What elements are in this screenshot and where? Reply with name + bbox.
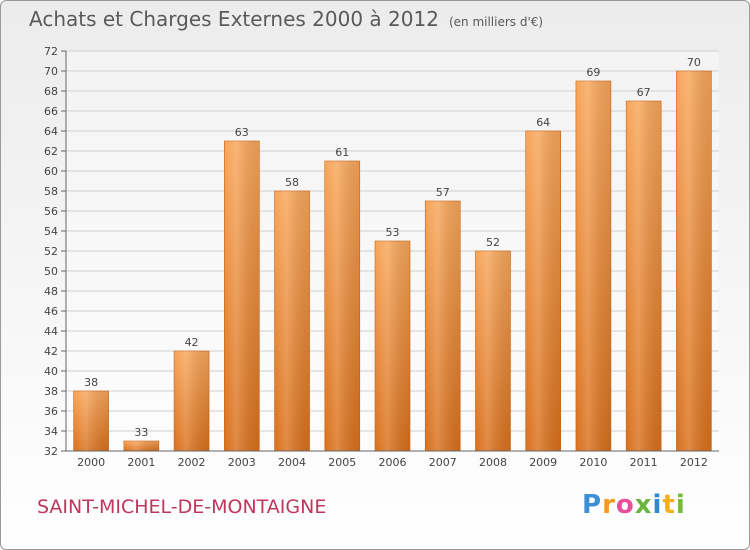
title-text: Achats et Charges Externes 2000 à 2012: [29, 7, 439, 31]
value-label: 42: [185, 336, 199, 349]
x-tick-label: 2011: [630, 456, 658, 469]
x-tick-label: 2012: [680, 456, 708, 469]
unit-label: (en milliers d'€): [448, 15, 544, 29]
y-tick-label: 72: [44, 45, 58, 58]
value-label: 53: [386, 226, 400, 239]
y-tick-label: 62: [44, 145, 58, 158]
bar-shine: [676, 71, 712, 451]
value-label: 52: [486, 236, 500, 249]
bar-shine: [475, 251, 511, 451]
bar-shine: [174, 351, 210, 451]
bar-shine: [525, 131, 561, 451]
y-tick-label: 46: [44, 305, 58, 318]
y-tick-label: 64: [44, 125, 58, 138]
x-tick-label: 2004: [278, 456, 306, 469]
x-tick-label: 2003: [228, 456, 256, 469]
bar-shine: [73, 391, 109, 451]
value-label: 64: [536, 116, 550, 129]
y-tick-label: 58: [44, 185, 58, 198]
bar-shine: [425, 201, 461, 451]
y-tick-label: 38: [44, 385, 58, 398]
logo-letter: o: [615, 490, 635, 520]
value-label: 67: [637, 86, 651, 99]
chart-title: Achats et Charges Externes 2000 à 2012 (e…: [29, 7, 543, 31]
value-label: 70: [687, 56, 701, 69]
logo-letter: r: [602, 490, 616, 520]
value-label: 61: [335, 146, 349, 159]
y-tick-label: 60: [44, 165, 58, 178]
x-tick-label: 2010: [579, 456, 607, 469]
y-tick-label: 44: [44, 325, 58, 338]
x-tick-label: 2006: [379, 456, 407, 469]
y-tick-label: 52: [44, 245, 58, 258]
y-tick-label: 34: [44, 425, 58, 438]
y-tick-label: 32: [44, 445, 58, 458]
proxiti-logo: Proxiti: [582, 490, 686, 520]
y-tick-label: 50: [44, 265, 58, 278]
bar-shine: [375, 241, 410, 451]
logo-letter: t: [662, 490, 676, 520]
value-label: 57: [436, 186, 450, 199]
place-name: SAINT-MICHEL-DE-MONTAIGNE: [37, 496, 327, 518]
y-axis: 32 34 36 38 40 42 44 46 48 50 52 54 56 58 60 62 64 66 68 70…: [44, 45, 67, 458]
value-label: 33: [134, 426, 148, 439]
x-tick-label: 2008: [479, 456, 507, 469]
x-tick-label: 2007: [429, 456, 457, 469]
bar-shine: [575, 81, 611, 451]
y-tick-label: 70: [44, 65, 58, 78]
value-label: 63: [235, 126, 249, 139]
bar-shine: [224, 141, 260, 451]
y-tick-label: 40: [44, 365, 58, 378]
y-tick-label: 54: [44, 225, 58, 238]
y-tick-label: 36: [44, 405, 58, 418]
x-tick-label: 2001: [127, 456, 155, 469]
bar-shine: [123, 441, 159, 451]
logo-letter: i: [652, 490, 663, 520]
bar-shine: [626, 101, 662, 451]
value-label: 58: [285, 176, 299, 189]
x-tick-label: 2009: [529, 456, 557, 469]
logo-letter: x: [634, 490, 653, 520]
x-tick-label: 2000: [77, 456, 105, 469]
x-tick-label: 2002: [178, 456, 206, 469]
logo-letter: P: [582, 490, 603, 520]
bars: 38 33 42 63 58 61 53 57 52 64 69 67 70: [73, 56, 712, 452]
x-tick-label: 2005: [328, 456, 356, 469]
value-label: 38: [84, 376, 98, 389]
logo-letter: i: [675, 490, 686, 520]
x-axis: 2000 2001 2002 2003 2004 2005 2006 2007 2008 2009…: [66, 450, 719, 469]
y-tick-label: 56: [44, 205, 58, 218]
y-tick-label: 42: [44, 345, 58, 358]
y-tick-label: 66: [44, 105, 58, 118]
bar-shine: [324, 161, 360, 451]
bar-shine: [274, 191, 310, 451]
y-tick-label: 48: [44, 285, 58, 298]
value-label: 69: [586, 66, 600, 79]
y-tick-label: 68: [44, 85, 58, 98]
